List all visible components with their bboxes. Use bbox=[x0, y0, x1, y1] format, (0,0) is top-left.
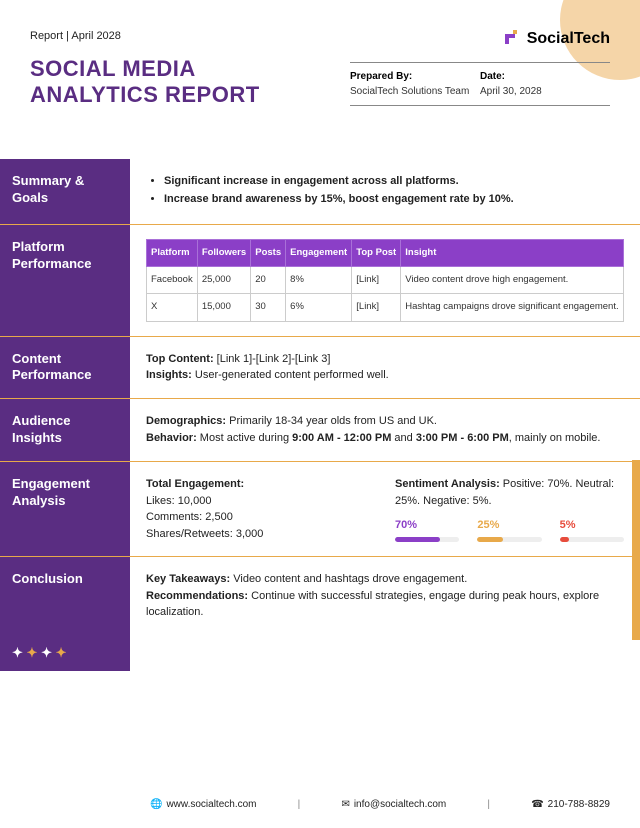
logo-icon bbox=[503, 30, 521, 48]
sentiment-bar: 25% bbox=[477, 517, 541, 542]
platform-body: PlatformFollowersPostsEngagementTop Post… bbox=[130, 225, 640, 336]
right-accent-bar bbox=[632, 460, 640, 640]
brand-logo: SocialTech bbox=[503, 30, 610, 48]
sentiment-bar: 5% bbox=[560, 517, 624, 542]
table-header: Followers bbox=[197, 239, 250, 266]
table-row: Facebook25,000208%[Link]Video content dr… bbox=[147, 267, 624, 294]
globe-icon: 🌐 bbox=[150, 799, 162, 810]
summary-bullet: Significant increase in engagement acros… bbox=[164, 173, 624, 190]
table-header: Insight bbox=[401, 239, 624, 266]
summary-label: Summary & Goals bbox=[0, 159, 130, 224]
summary-bullet: Increase brand awareness by 15%, boost e… bbox=[164, 191, 624, 208]
engagement-body: Total Engagement: Likes: 10,000 Comments… bbox=[130, 462, 640, 556]
audience-body: Demographics: Primarily 18-34 year olds … bbox=[130, 399, 640, 461]
brand-name: SocialTech bbox=[527, 30, 610, 48]
footer-web: 🌐www.socialtech.com bbox=[150, 799, 256, 810]
sentiment-bar: 70% bbox=[395, 517, 459, 542]
footer-email: ✉info@socialtech.com bbox=[341, 799, 446, 810]
table-header: Posts bbox=[251, 239, 286, 266]
main-content: Summary & Goals Significant increase in … bbox=[0, 159, 640, 672]
table-row: X15,000306%[Link]Hashtag campaigns drove… bbox=[147, 294, 624, 321]
footer-phone: ☎210-788-8829 bbox=[531, 799, 610, 810]
section-engagement: Engagement Analysis Total Engagement: Li… bbox=[0, 462, 640, 557]
section-platform: Platform Performance PlatformFollowersPo… bbox=[0, 225, 640, 337]
report-label: Report | April 2028 bbox=[30, 30, 121, 42]
engagement-label: Engagement Analysis bbox=[0, 462, 130, 556]
phone-icon: ☎ bbox=[531, 799, 543, 810]
section-audience: Audience Insights Demographics: Primaril… bbox=[0, 399, 640, 462]
platform-table: PlatformFollowersPostsEngagementTop Post… bbox=[146, 239, 624, 322]
section-conclusion: Conclusion Key Takeaways: Video content … bbox=[0, 557, 640, 635]
content-perf-body: Top Content: [Link 1]-[Link 2]-[Link 3] … bbox=[130, 337, 640, 399]
footer-info: 🌐www.socialtech.com | ✉info@socialtech.c… bbox=[150, 799, 610, 810]
header: Report | April 2028 SocialTech SOCIAL ME… bbox=[0, 0, 640, 109]
prepared-by-label: Prepared By: bbox=[350, 71, 480, 82]
meta-box: Prepared By: SocialTech Solutions Team D… bbox=[350, 62, 610, 106]
date-label: Date: bbox=[480, 71, 610, 82]
section-content-performance: Content Performance Top Content: [Link 1… bbox=[0, 337, 640, 400]
summary-body: Significant increase in engagement acros… bbox=[130, 159, 640, 224]
mail-icon: ✉ bbox=[341, 799, 349, 810]
content-perf-label: Content Performance bbox=[0, 337, 130, 399]
section-summary: Summary & Goals Significant increase in … bbox=[0, 159, 640, 225]
audience-label: Audience Insights bbox=[0, 399, 130, 461]
date-value: April 30, 2028 bbox=[480, 86, 610, 97]
table-header: Top Post bbox=[352, 239, 401, 266]
conclusion-label: Conclusion bbox=[0, 557, 130, 635]
summary-list: Significant increase in engagement acros… bbox=[146, 173, 624, 208]
conclusion-body: Key Takeaways: Video content and hashtag… bbox=[130, 557, 640, 635]
platform-label: Platform Performance bbox=[0, 225, 130, 336]
table-header: Engagement bbox=[286, 239, 352, 266]
table-header: Platform bbox=[147, 239, 198, 266]
footer-decorations: ✦ ✦ ✦ ✦ bbox=[0, 635, 130, 672]
prepared-by-value: SocialTech Solutions Team bbox=[350, 86, 480, 97]
